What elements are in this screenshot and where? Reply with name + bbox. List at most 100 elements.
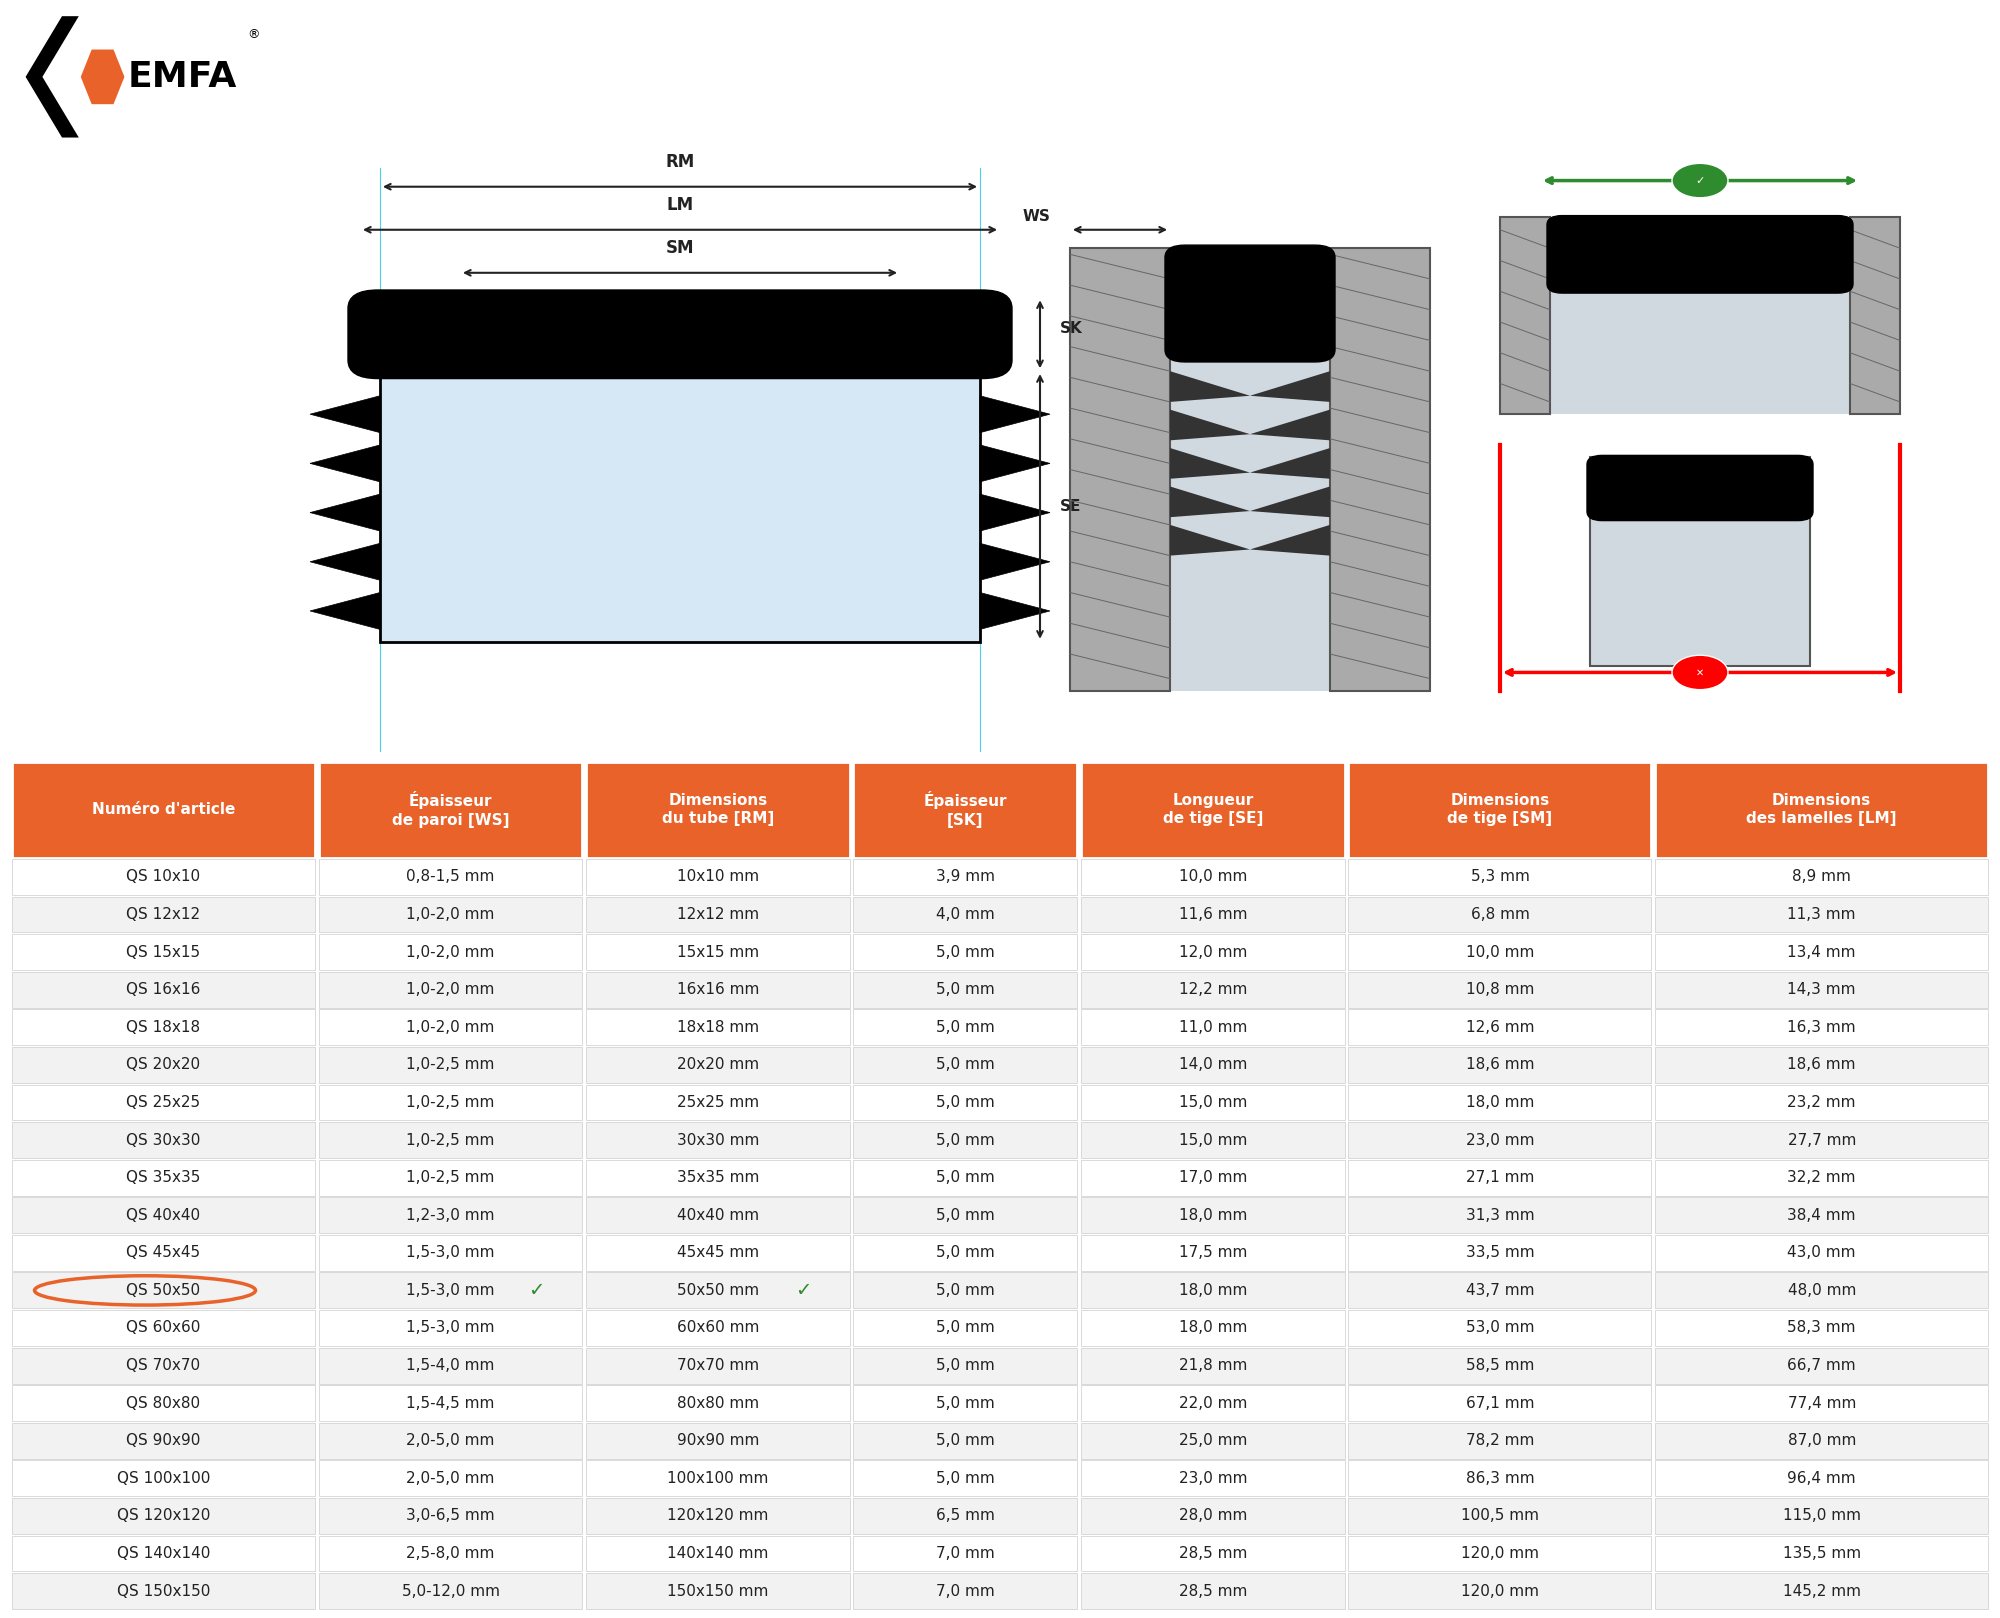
Circle shape xyxy=(1672,655,1728,689)
Bar xyxy=(854,1047,1078,1082)
Text: 100,5 mm: 100,5 mm xyxy=(1460,1508,1538,1524)
Bar xyxy=(1082,1573,1344,1608)
Bar xyxy=(1348,1123,1652,1158)
Bar xyxy=(1590,458,1810,667)
Text: 120x120 mm: 120x120 mm xyxy=(668,1508,768,1524)
Bar xyxy=(1348,1235,1652,1270)
Text: 35x35 mm: 35x35 mm xyxy=(676,1170,760,1184)
Text: Dimensions
du tube [RM]: Dimensions du tube [RM] xyxy=(662,793,774,827)
Polygon shape xyxy=(1250,487,1330,518)
Bar xyxy=(12,1047,314,1082)
Bar xyxy=(1500,217,1550,414)
Text: 17,0 mm: 17,0 mm xyxy=(1178,1170,1248,1184)
Bar xyxy=(1656,1084,1988,1120)
Text: 32,2 mm: 32,2 mm xyxy=(1788,1170,1856,1184)
Bar xyxy=(12,1498,314,1534)
Bar xyxy=(12,1123,314,1158)
Bar xyxy=(1550,217,1850,414)
Polygon shape xyxy=(980,592,1050,629)
Bar xyxy=(12,896,314,932)
Bar xyxy=(586,1272,850,1309)
Text: 1,0-2,0 mm: 1,0-2,0 mm xyxy=(406,982,494,997)
Text: 4,0 mm: 4,0 mm xyxy=(936,908,994,922)
Bar xyxy=(854,1461,1078,1497)
Bar xyxy=(318,896,582,932)
Bar xyxy=(12,1084,314,1120)
Text: 96,4 mm: 96,4 mm xyxy=(1788,1471,1856,1485)
Bar xyxy=(1348,1160,1652,1196)
Polygon shape xyxy=(1170,524,1250,555)
Text: 1,5-4,0 mm: 1,5-4,0 mm xyxy=(406,1358,494,1374)
Text: QS 12x12: QS 12x12 xyxy=(126,908,200,922)
Bar xyxy=(1348,1197,1652,1233)
Bar xyxy=(586,934,850,971)
Text: 10,0 mm: 10,0 mm xyxy=(1178,869,1248,885)
Bar xyxy=(586,896,850,932)
Bar xyxy=(1082,1160,1344,1196)
Text: ✓: ✓ xyxy=(528,1281,544,1299)
Bar xyxy=(318,1461,582,1497)
Text: 5,0 mm: 5,0 mm xyxy=(936,1471,994,1485)
Text: 18,0 mm: 18,0 mm xyxy=(1178,1283,1248,1298)
Bar xyxy=(318,762,582,858)
Bar xyxy=(12,1197,314,1233)
Text: 5,3 mm: 5,3 mm xyxy=(1470,869,1530,885)
Bar xyxy=(854,859,1078,895)
Text: SK: SK xyxy=(1060,320,1082,335)
Bar xyxy=(318,1235,582,1270)
Bar xyxy=(854,972,1078,1008)
Text: 18x18 mm: 18x18 mm xyxy=(676,1019,758,1036)
Bar xyxy=(12,762,314,858)
Polygon shape xyxy=(980,544,1050,581)
Bar xyxy=(1656,1123,1988,1158)
Text: 43,0 mm: 43,0 mm xyxy=(1788,1246,1856,1260)
Bar xyxy=(1348,1422,1652,1459)
Text: 16,3 mm: 16,3 mm xyxy=(1788,1019,1856,1036)
Bar xyxy=(12,1235,314,1270)
Text: 48,0 mm: 48,0 mm xyxy=(1788,1283,1856,1298)
Text: ®: ® xyxy=(248,28,260,40)
Bar xyxy=(1656,859,1988,895)
Polygon shape xyxy=(980,396,1050,432)
Text: 21,8 mm: 21,8 mm xyxy=(1178,1358,1248,1374)
Text: 12x12 mm: 12x12 mm xyxy=(676,908,758,922)
Bar xyxy=(854,1123,1078,1158)
Bar xyxy=(854,1084,1078,1120)
Text: 7,0 mm: 7,0 mm xyxy=(936,1584,994,1599)
Bar xyxy=(586,1010,850,1045)
Bar xyxy=(318,1535,582,1571)
Text: 31,3 mm: 31,3 mm xyxy=(1466,1207,1534,1223)
Text: QS 150x150: QS 150x150 xyxy=(116,1584,210,1599)
Text: ✓: ✓ xyxy=(1696,176,1704,186)
Text: 15,0 mm: 15,0 mm xyxy=(1178,1133,1248,1147)
Text: 5,0 mm: 5,0 mm xyxy=(936,1019,994,1036)
Bar xyxy=(318,859,582,895)
Bar xyxy=(1082,762,1344,858)
Bar xyxy=(1348,1311,1652,1346)
Bar xyxy=(318,1498,582,1534)
Text: 28,5 mm: 28,5 mm xyxy=(1178,1584,1248,1599)
Bar xyxy=(1656,972,1988,1008)
Bar xyxy=(1082,1123,1344,1158)
Text: 5,0 mm: 5,0 mm xyxy=(936,1207,994,1223)
Text: QS 10x10: QS 10x10 xyxy=(126,869,200,885)
Text: 50x50 mm: 50x50 mm xyxy=(676,1283,758,1298)
Text: QS 50x50: QS 50x50 xyxy=(126,1283,200,1298)
Text: 5,0 mm: 5,0 mm xyxy=(936,1058,994,1073)
Bar xyxy=(1082,896,1344,932)
Bar xyxy=(1348,1047,1652,1082)
Bar xyxy=(854,1272,1078,1309)
Bar xyxy=(12,1385,314,1421)
Text: QS 30x30: QS 30x30 xyxy=(126,1133,200,1147)
Bar xyxy=(854,1160,1078,1196)
Text: QS 100x100: QS 100x100 xyxy=(116,1471,210,1485)
Text: 5,0 mm: 5,0 mm xyxy=(936,1095,994,1110)
Bar xyxy=(1082,1311,1344,1346)
Text: 1,0-2,0 mm: 1,0-2,0 mm xyxy=(406,908,494,922)
Bar xyxy=(1348,972,1652,1008)
Text: QS 20x20: QS 20x20 xyxy=(126,1058,200,1073)
Text: 18,6 mm: 18,6 mm xyxy=(1788,1058,1856,1073)
Text: 80x80 mm: 80x80 mm xyxy=(676,1396,758,1411)
Polygon shape xyxy=(1250,409,1330,440)
Bar xyxy=(854,1422,1078,1459)
